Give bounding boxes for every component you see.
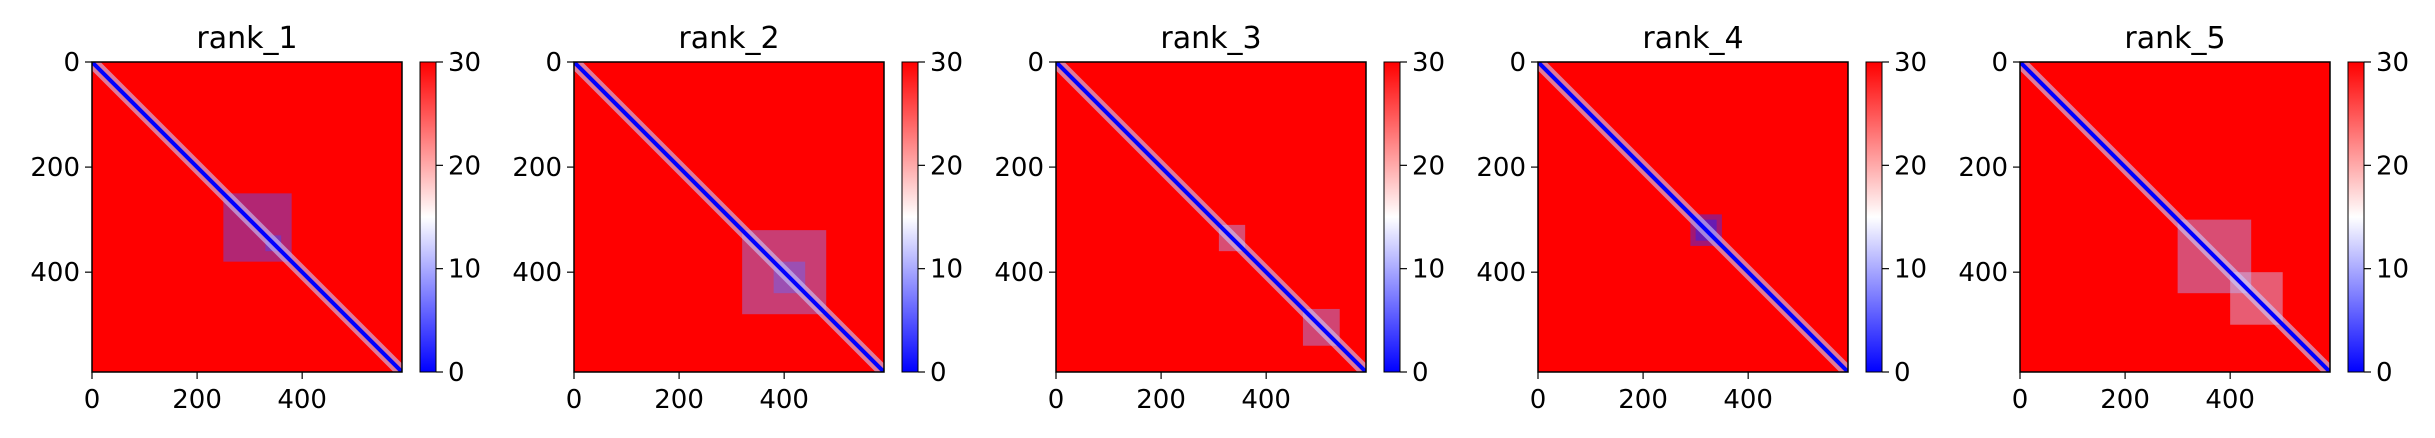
y-tick-label: 200 (512, 153, 562, 183)
panel-4: rank_4 0 200 400 0 200 400 0 10 20 30 (1476, 21, 1927, 415)
panel-1: rank_1 0 200 400 0 200 400 0 10 20 30 (30, 21, 481, 415)
panel-title: rank_2 (678, 21, 779, 56)
y-tick-label: 0 (1991, 48, 2008, 78)
x-tick-label: 400 (2205, 385, 2255, 415)
x-tick-label: 400 (1241, 385, 1291, 415)
colorbar-tick-label: 30 (448, 48, 481, 78)
diagonal-band (2020, 62, 2330, 372)
x-tick-label: 400 (759, 385, 809, 415)
colorbar-tick-label: 10 (1412, 255, 1445, 285)
axes-frame (2019, 61, 2331, 373)
x-tick-label: 200 (1618, 385, 1668, 415)
heatmap (574, 62, 884, 372)
diagonal-band (574, 62, 884, 372)
colorbar-tick-label: 20 (448, 151, 481, 181)
diagonal-band (1056, 62, 1366, 372)
panel-3: rank_3 0 200 400 0 200 400 0 10 20 30 (994, 21, 1445, 415)
panel-title: rank_5 (2124, 21, 2225, 56)
colorbar-tick-label: 0 (1412, 358, 1429, 388)
colorbar-tick-label: 0 (2376, 358, 2393, 388)
heatmap (2020, 62, 2330, 372)
axes-frame (1537, 61, 1849, 373)
heatmap (1056, 62, 1366, 372)
x-tick-label: 400 (1723, 385, 1773, 415)
colorbar-tick-label: 10 (2376, 255, 2409, 285)
y-tick-label: 0 (1027, 48, 1044, 78)
heatmap (92, 62, 402, 372)
colorbar-tick-label: 30 (930, 48, 963, 78)
panel-title: rank_1 (196, 21, 297, 56)
colorbar-tick-label: 10 (1894, 255, 1927, 285)
axes-frame (573, 61, 885, 373)
colorbar (1383, 61, 1401, 373)
colorbar (901, 61, 919, 373)
colorbar (419, 61, 437, 373)
heatmap (1538, 62, 1848, 372)
diagonal-band (92, 62, 402, 372)
x-tick-label: 0 (2012, 385, 2029, 415)
y-tick-label: 200 (1476, 153, 1526, 183)
y-tick-label: 0 (63, 48, 80, 78)
y-tick-label: 0 (1509, 48, 1526, 78)
y-tick-label: 400 (512, 258, 562, 288)
panel-title: rank_3 (1160, 21, 1261, 56)
y-tick-label: 200 (30, 153, 80, 183)
colorbar (2347, 61, 2365, 373)
colorbar-tick-label: 20 (1412, 151, 1445, 181)
colorbar-tick-label: 0 (448, 358, 465, 388)
x-tick-label: 200 (2100, 385, 2150, 415)
y-tick-label: 400 (1958, 258, 2008, 288)
x-tick-label: 0 (1530, 385, 1547, 415)
colorbar-tick-label: 0 (930, 358, 947, 388)
colorbar-tick-label: 30 (1412, 48, 1445, 78)
x-tick-label: 0 (566, 385, 583, 415)
y-tick-label: 400 (994, 258, 1044, 288)
y-tick-label: 400 (1476, 258, 1526, 288)
y-tick-label: 200 (1958, 153, 2008, 183)
x-tick-label: 0 (84, 385, 101, 415)
panel-5: rank_5 0 200 400 0 200 400 0 10 20 30 (1958, 21, 2409, 415)
axes-frame (91, 61, 403, 373)
panel-title: rank_4 (1642, 21, 1743, 56)
x-tick-label: 400 (277, 385, 327, 415)
y-tick-label: 0 (545, 48, 562, 78)
colorbar-tick-label: 10 (448, 255, 481, 285)
x-tick-label: 200 (172, 385, 222, 415)
colorbar-tick-label: 30 (2376, 48, 2409, 78)
colorbar-tick-label: 20 (2376, 151, 2409, 181)
colorbar (1865, 61, 1883, 373)
colorbar-tick-label: 30 (1894, 48, 1927, 78)
colorbar-tick-label: 0 (1894, 358, 1911, 388)
colorbar-tick-label: 20 (930, 151, 963, 181)
panel-2: rank_2 0 200 400 0 200 400 0 10 20 30 (512, 21, 963, 415)
colorbar-tick-label: 20 (1894, 151, 1927, 181)
x-tick-label: 200 (1136, 385, 1186, 415)
axes-frame (1055, 61, 1367, 373)
x-tick-label: 0 (1048, 385, 1065, 415)
colorbar-tick-label: 10 (930, 255, 963, 285)
x-tick-label: 200 (654, 385, 704, 415)
diagonal-band (1538, 62, 1848, 372)
y-tick-label: 400 (30, 258, 80, 288)
y-tick-label: 200 (994, 153, 1044, 183)
